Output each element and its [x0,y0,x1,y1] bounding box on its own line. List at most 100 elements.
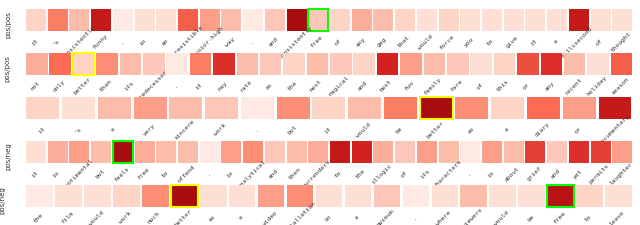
Text: as: as [265,81,274,90]
Text: to: to [161,169,170,178]
FancyBboxPatch shape [612,9,632,31]
Text: a: a [238,215,244,221]
Text: diary: diary [534,122,551,138]
FancyBboxPatch shape [62,97,95,119]
FancyBboxPatch shape [482,141,502,163]
Text: funny: funny [92,34,108,50]
Text: of: of [595,38,604,46]
FancyBboxPatch shape [518,185,545,207]
Text: in: in [139,38,148,46]
FancyBboxPatch shape [400,53,422,75]
FancyBboxPatch shape [98,97,131,119]
Text: predecessor: predecessor [136,70,169,102]
Text: free: free [310,35,324,49]
Text: of: of [399,169,408,178]
FancyBboxPatch shape [460,141,480,163]
Text: may: may [217,80,228,92]
Text: then: then [288,167,302,181]
Text: to: to [584,214,593,222]
Text: would: would [493,209,510,225]
FancyBboxPatch shape [374,141,394,163]
FancyBboxPatch shape [308,141,328,163]
FancyBboxPatch shape [221,9,241,31]
FancyBboxPatch shape [178,141,198,163]
Text: its: its [420,168,431,180]
Text: sentimental: sentimental [62,158,95,190]
FancyBboxPatch shape [417,9,437,31]
Text: fare: fare [449,79,463,93]
FancyBboxPatch shape [287,9,307,31]
FancyBboxPatch shape [91,9,111,31]
FancyBboxPatch shape [374,185,400,207]
FancyBboxPatch shape [142,185,168,207]
FancyBboxPatch shape [563,97,596,119]
FancyBboxPatch shape [308,9,328,31]
Text: an: an [161,38,170,46]
Text: in: in [323,214,332,222]
Text: any: any [544,80,556,92]
Text: work: work [214,123,228,137]
FancyBboxPatch shape [200,9,220,31]
FancyBboxPatch shape [424,53,445,75]
FancyBboxPatch shape [377,53,398,75]
FancyBboxPatch shape [260,53,282,75]
FancyBboxPatch shape [612,141,632,163]
FancyBboxPatch shape [143,53,164,75]
FancyBboxPatch shape [307,53,328,75]
Text: offend: offend [177,164,196,184]
Text: fun: fun [404,80,415,92]
FancyBboxPatch shape [26,53,47,75]
Text: and: and [357,80,369,92]
Text: grief: grief [525,166,543,182]
FancyBboxPatch shape [200,141,220,163]
Text: a: a [354,215,360,221]
FancyBboxPatch shape [374,9,394,31]
Text: it: it [30,38,39,46]
Text: the: the [287,80,298,92]
FancyBboxPatch shape [96,53,118,75]
Text: is: is [226,169,234,178]
FancyBboxPatch shape [438,141,459,163]
FancyBboxPatch shape [243,141,263,163]
FancyBboxPatch shape [353,53,375,75]
FancyBboxPatch shape [284,53,305,75]
FancyBboxPatch shape [189,53,211,75]
FancyBboxPatch shape [265,9,285,31]
Text: and: and [550,168,561,180]
FancyBboxPatch shape [576,185,603,207]
FancyBboxPatch shape [70,141,90,163]
FancyBboxPatch shape [564,53,586,75]
FancyBboxPatch shape [482,9,502,31]
FancyBboxPatch shape [569,141,589,163]
Text: is: is [52,169,61,178]
Text: documentary: documentary [598,114,630,146]
Text: that: that [397,35,411,49]
Text: this: this [496,79,510,93]
FancyBboxPatch shape [55,185,82,207]
FancyBboxPatch shape [588,53,609,75]
FancyBboxPatch shape [591,9,611,31]
Text: characters: characters [432,159,462,189]
Text: pos/neg: pos/neg [5,143,12,170]
Text: it: it [195,81,204,90]
FancyBboxPatch shape [494,53,515,75]
Text: the: the [33,212,44,224]
Text: irresistible: irresistible [169,24,204,60]
Text: than: than [99,79,113,93]
FancyBboxPatch shape [134,141,155,163]
FancyBboxPatch shape [258,185,284,207]
FancyBboxPatch shape [460,9,480,31]
Text: sincere: sincere [173,119,196,141]
FancyBboxPatch shape [166,53,188,75]
Text: museum: museum [376,208,396,225]
FancyBboxPatch shape [348,97,381,119]
Text: video: video [262,209,278,225]
FancyBboxPatch shape [276,97,310,119]
Text: laughter: laughter [609,162,634,186]
FancyBboxPatch shape [504,141,524,163]
FancyBboxPatch shape [517,53,539,75]
Text: yet: yet [572,168,583,180]
FancyBboxPatch shape [237,53,258,75]
FancyBboxPatch shape [384,97,417,119]
FancyBboxPatch shape [70,9,90,31]
